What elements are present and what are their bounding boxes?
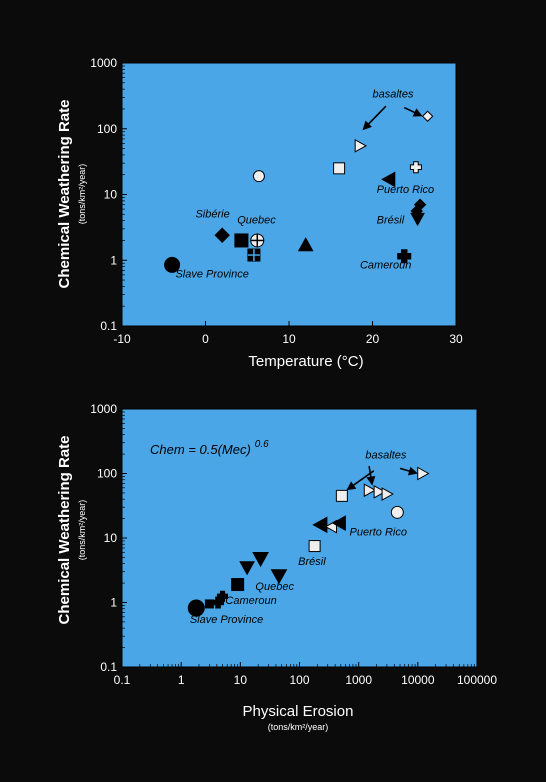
data-point-0 (187, 599, 205, 617)
annotation-labels: Sibérie Quebec Slave Province basaltes Puert… (175, 88, 434, 280)
data-points (164, 110, 434, 273)
tick-labels: -10 0 10 20 30 0.1 1 10 100 1000 (90, 56, 463, 346)
x-tick-label: 10 (282, 332, 296, 346)
label-quebec: Quebec (255, 581, 294, 593)
arrowhead-0 (362, 120, 372, 131)
data-point-2 (234, 233, 249, 248)
arrowhead-1 (407, 466, 418, 476)
label-slave-province: Slave Province (190, 614, 263, 626)
chart-physical-erosion: 0.1 1 10 100 1000 10000 100000 0.1 1 10 100 1000 ba… (56, 402, 497, 732)
label-puerto-rico: Puerto Rico (377, 184, 434, 196)
data-point-6 (252, 552, 269, 568)
equation-exponent: 0.6 (255, 439, 269, 450)
data-point-9 (312, 516, 328, 534)
data-point-13 (363, 483, 377, 498)
arrowhead-0 (346, 481, 357, 491)
y-tick-label: 1 (110, 596, 117, 610)
y-tick-label: 10 (104, 531, 118, 545)
data-point-11 (331, 515, 346, 531)
data-point-8 (308, 540, 321, 553)
data-point-5 (239, 561, 255, 576)
equation: Chem = 0.5(Mec) 0.6 (150, 439, 269, 457)
data-point-9 (381, 171, 396, 188)
data-point-14 (373, 484, 386, 499)
arrowhead-2 (366, 475, 376, 486)
data-point-12 (335, 489, 348, 502)
data-point-15 (421, 110, 434, 122)
label-br-sil: Brésil (298, 556, 326, 568)
plot-area (122, 63, 456, 326)
y-tick-label: 0.1 (100, 319, 117, 333)
plot-frame (121, 408, 478, 668)
data-point-1 (214, 227, 230, 243)
data-point-15 (381, 487, 394, 501)
data-point-7 (333, 162, 346, 175)
data-point-16 (390, 505, 404, 519)
annotation-arrows (346, 466, 418, 491)
label-slave-province: Slave Province (175, 268, 248, 280)
x-tick-label: 0.1 (114, 673, 131, 687)
label-puerto-rico: Puerto Rico (350, 526, 407, 538)
y-tick-label: 1000 (90, 56, 117, 70)
x-tick-label: 100000 (457, 673, 497, 687)
data-point-6 (297, 237, 314, 252)
plot-frame (121, 62, 457, 327)
y-tick-label: 1000 (90, 402, 117, 416)
label-cameroun: Cameroun (225, 595, 276, 607)
label-br-sil: Brésil (377, 215, 405, 227)
x-tick-label: -10 (113, 332, 131, 346)
data-point-14 (413, 198, 427, 211)
annotation-arrows (362, 105, 423, 131)
plot-area (122, 409, 477, 667)
arrowhead-1 (412, 108, 423, 117)
label-sib-rie: Sibérie (195, 208, 229, 220)
label-basaltes: basaltes (373, 88, 414, 100)
equation-base: Chem = 0.5(Mec) (150, 442, 251, 457)
x-tick-label: 0 (202, 332, 209, 346)
data-point-0 (164, 256, 181, 273)
x-tick-label: 1000 (345, 673, 372, 687)
x-tick-label: 30 (449, 332, 463, 346)
label-cameroun: Cameroun (360, 259, 411, 271)
y-tick-label: 0.1 (100, 660, 117, 674)
y-axis-label: Chemical Weathering Rate (56, 100, 73, 289)
x-tick-label: 20 (366, 332, 380, 346)
x-tick-label: 10 (234, 673, 248, 687)
data-point-4 (231, 578, 245, 592)
label-basaltes: basaltes (365, 450, 406, 462)
x-axis-label: Physical Erosion (243, 703, 354, 720)
x-tick-label: 100 (289, 673, 309, 687)
y-tick-label: 10 (104, 188, 118, 202)
label-quebec: Quebec (237, 215, 276, 227)
y-axis-units: (tons/km²/year) (77, 500, 87, 561)
chart-temperature: -10 0 10 20 30 0.1 1 10 100 1000 Sibérie Quebec Sla… (56, 56, 463, 370)
tick-labels: 0.1 1 10 100 1000 10000 100000 0.1 1 10 100 1000 (90, 402, 497, 687)
annotation-labels: basaltes Puerto Rico Brésil Quebec Cameroun S… (190, 450, 407, 626)
data-points (187, 466, 430, 617)
arrow-0 (366, 105, 387, 127)
x-tick-label: 10000 (401, 673, 435, 687)
data-point-10 (397, 249, 412, 264)
x-tick-label: 1 (178, 673, 185, 687)
y-axis-label: Chemical Weathering Rate (56, 436, 73, 625)
y-tick-label: 100 (97, 122, 117, 136)
y-tick-label: 1 (110, 253, 117, 267)
data-point-7 (270, 569, 288, 585)
y-tick-label: 100 (97, 467, 117, 481)
y-axis-units: (tons/km²/year) (77, 164, 87, 225)
x-axis-label: Temperature (°C) (248, 353, 363, 370)
data-point-3 (217, 590, 229, 602)
data-point-11 (409, 161, 422, 174)
x-axis-units: (tons/km²/year) (268, 722, 329, 732)
data-point-5 (252, 170, 265, 183)
data-point-8 (354, 138, 368, 153)
